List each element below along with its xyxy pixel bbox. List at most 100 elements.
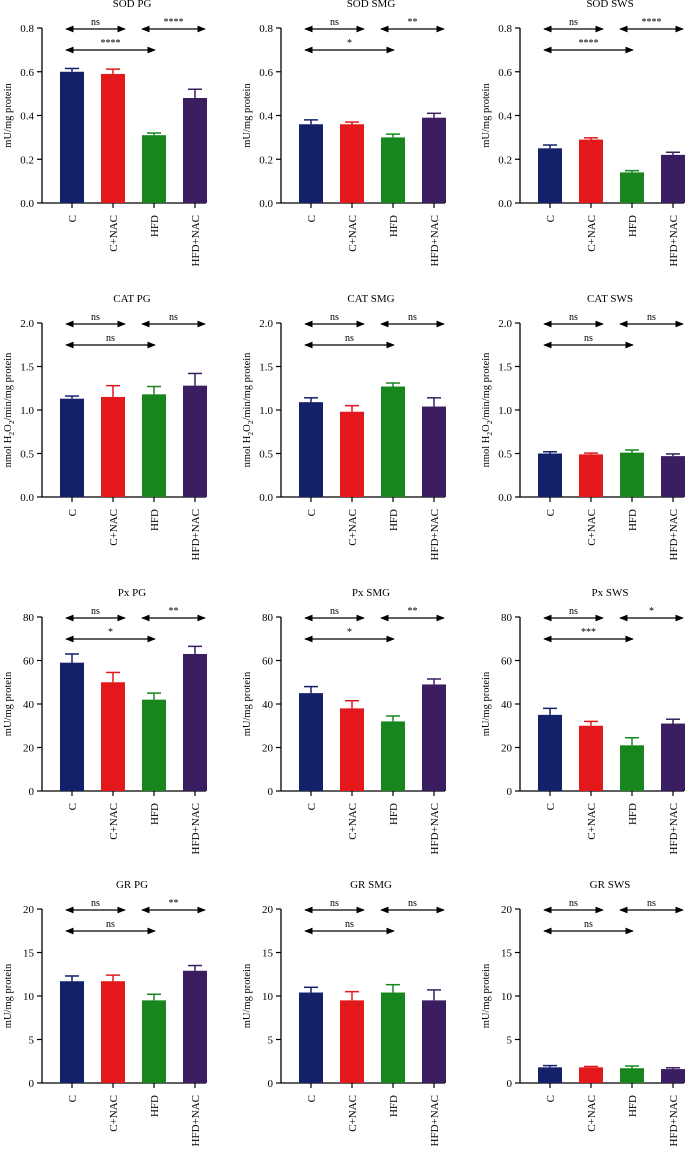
x-tick-label: C <box>545 803 557 810</box>
bar-hfd-nac <box>661 154 685 203</box>
bar-hfd-nac <box>422 1000 446 1083</box>
y-axis-label: mU/mg protein <box>3 671 14 736</box>
sig-top-left-label: ns <box>91 898 100 909</box>
x-tick-label: C+NAC <box>347 1095 359 1132</box>
bar-c-nac <box>579 1067 603 1083</box>
bar-hfd <box>142 135 166 203</box>
bar-hfd <box>620 745 644 791</box>
y-axis-label-part: nmol H <box>481 435 492 467</box>
sig-bottom-label: * <box>347 627 352 638</box>
y-tick-label: 0.8 <box>259 23 273 35</box>
chart-title: CAT SWS <box>587 293 633 305</box>
y-tick-label: 20 <box>501 904 513 916</box>
y-tick-label: 80 <box>262 612 274 624</box>
y-tick-label: 1.5 <box>20 362 34 374</box>
y-axis-label-part: 2 <box>7 432 16 436</box>
x-tick-label: C <box>545 509 557 516</box>
y-tick-label: 15 <box>501 948 513 960</box>
x-tick-label: HFD+NAC <box>668 1095 680 1146</box>
sig-top-left-label: ns <box>330 17 339 28</box>
y-tick-label: 40 <box>501 699 513 711</box>
chart-title: Px SWS <box>592 587 629 599</box>
sig-top-left-label: ns <box>330 898 339 909</box>
x-tick-label: HFD+NAC <box>429 1095 441 1146</box>
sig-top-right-label: ns <box>408 898 417 909</box>
sig-top-right-label: ns <box>647 898 656 909</box>
bar-hfd <box>381 386 405 497</box>
chart-title: SOD PG <box>113 0 152 10</box>
sig-bottom-label: **** <box>579 38 599 49</box>
y-tick-label: 0.0 <box>259 198 273 210</box>
y-tick-label: 0 <box>29 1078 35 1090</box>
sig-bottom-label: ns <box>106 333 115 344</box>
bar-c-nac <box>579 725 603 791</box>
x-tick-label: HFD+NAC <box>668 215 680 266</box>
x-tick-label: HFD <box>149 803 161 825</box>
chart-px-smg: Px SMG 0 20 40 60 80 mU/mg protein C C+NAC HFD HFD… <box>242 587 446 854</box>
y-tick-label: 15 <box>262 948 274 960</box>
sig-top-right-label: ** <box>408 17 418 28</box>
x-tick-label: C+NAC <box>108 803 120 840</box>
y-tick-label: 0 <box>507 1078 513 1090</box>
bar-c-nac <box>340 124 364 203</box>
y-tick-label: 1.0 <box>498 405 512 417</box>
sig-top-right-label: ** <box>169 606 179 617</box>
x-tick-label: HFD <box>149 1095 161 1117</box>
sig-bottom-label: * <box>347 38 352 49</box>
sig-bottom-label: ns <box>345 919 354 930</box>
bar-hfd-nac <box>183 385 207 497</box>
bar-c <box>538 453 562 497</box>
y-tick-label: 0 <box>268 786 274 798</box>
bar-hfd-nac <box>183 653 207 791</box>
x-tick-label: C <box>306 215 318 222</box>
sig-top-right-label: **** <box>164 17 184 28</box>
y-tick-label: 10 <box>262 991 274 1003</box>
bar-c-nac <box>579 139 603 203</box>
bar-c <box>299 124 323 203</box>
sig-bottom-label: ns <box>345 333 354 344</box>
sig-bottom-label: ns <box>106 919 115 930</box>
x-tick-label: HFD <box>149 215 161 237</box>
y-axis-label: nmol H2O2/min/mg protein <box>242 352 255 468</box>
y-axis-label: nmol H2O2/min/mg protein <box>481 352 494 468</box>
y-tick-label: 0.0 <box>259 492 273 504</box>
x-tick-label: HFD <box>388 1095 400 1117</box>
y-tick-label: 2.0 <box>259 318 273 330</box>
y-tick-label: 0 <box>29 786 35 798</box>
bar-hfd <box>381 137 405 203</box>
y-tick-label: 20 <box>262 904 274 916</box>
x-tick-label: C <box>306 509 318 516</box>
y-axis-label: mU/mg protein <box>3 963 14 1028</box>
y-tick-label: 0 <box>268 1078 274 1090</box>
chart-gr-pg: GR PG 0 5 10 15 20 mU/mg protein C C+NAC HFD HFD+N… <box>3 879 207 1146</box>
y-axis-label-part: 2 <box>7 420 16 424</box>
bar-hfd <box>142 699 166 791</box>
bar-c <box>538 714 562 791</box>
sig-bottom-label: ns <box>584 919 593 930</box>
y-tick-label: 40 <box>262 699 274 711</box>
y-axis-label: mU/mg protein <box>242 671 253 736</box>
y-tick-label: 1.5 <box>259 362 273 374</box>
y-axis-label-part: /min/mg protein <box>242 352 253 421</box>
x-tick-label: HFD+NAC <box>190 509 202 560</box>
chart-sod-pg: SOD PG 0.0 0.2 0.4 0.6 0.8 mU/mg protein C C+NAC… <box>3 0 207 266</box>
bar-c <box>60 662 84 791</box>
y-tick-label: 0.0 <box>498 198 512 210</box>
y-tick-label: 1.5 <box>498 362 512 374</box>
x-tick-label: HFD+NAC <box>190 803 202 854</box>
y-tick-label: 0.6 <box>259 67 273 79</box>
bar-hfd-nac <box>661 1069 685 1083</box>
y-axis-label: mU/mg protein <box>481 83 492 148</box>
y-tick-label: 20 <box>23 904 35 916</box>
chart-title: CAT SMG <box>347 293 394 305</box>
y-tick-label: 0.4 <box>20 111 34 123</box>
y-tick-label: 15 <box>23 948 35 960</box>
sig-top-right-label: * <box>649 606 654 617</box>
x-tick-label: HFD <box>388 509 400 531</box>
bar-c <box>299 693 323 791</box>
chart-px-sws: Px SWS 0 20 40 60 80 mU/mg protein C C+NAC HFD HFD… <box>481 587 685 854</box>
y-tick-label: 0.5 <box>498 449 512 461</box>
x-tick-label: HFD+NAC <box>429 215 441 266</box>
